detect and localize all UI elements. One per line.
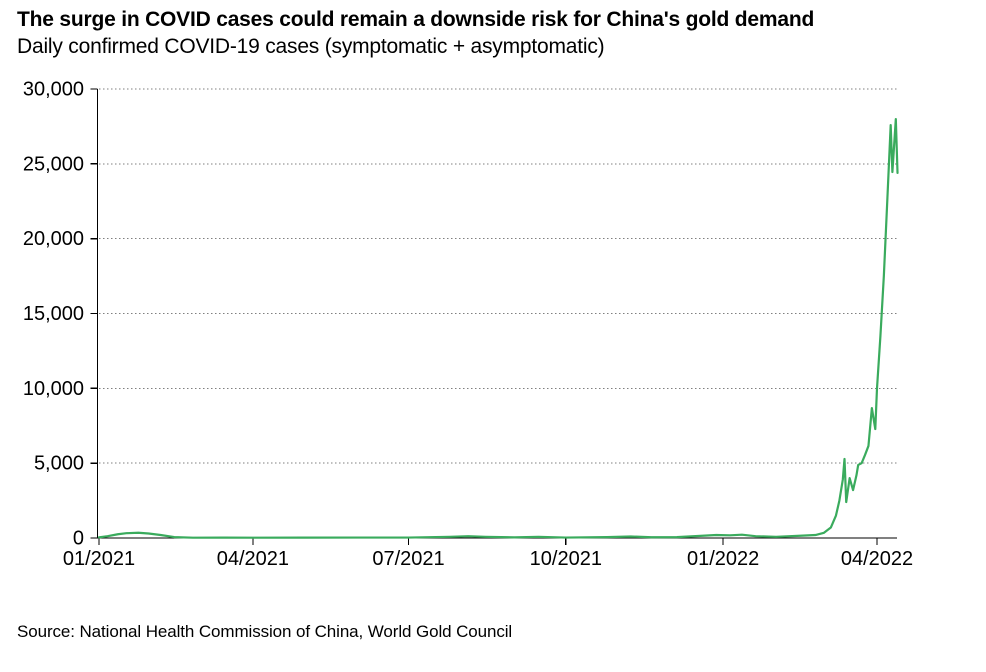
x-tick-label: 07/2021 [372,548,444,570]
line-chart: 0 5,000 10,000 15,000 20,000 25,000 30,000 01/2… [23,79,913,571]
chart-title: The surge in COVID cases could remain a … [17,8,815,31]
y-tick-label: 10,000 [23,378,84,400]
series-lines [97,117,899,539]
tick-labels: 0 5,000 10,000 15,000 20,000 25,000 30,000 01/2… [23,79,913,571]
gridlines [99,88,897,464]
source-note: Source: National Health Commission of Ch… [17,622,513,641]
x-tick-label: 04/2021 [217,548,289,570]
x-tick-label: 01/2022 [687,548,759,570]
axes [90,88,897,545]
x-tick-label: 04/2022 [841,548,913,570]
y-tick-label: 30,000 [23,79,84,101]
y-tick-label: 20,000 [23,228,84,250]
x-tick-label: 01/2021 [63,548,135,570]
y-tick-label: 15,000 [23,303,84,325]
y-tick-label: 5,000 [34,453,84,475]
covid-cases-line [97,117,899,539]
chart-subtitle: Daily confirmed COVID-19 cases (symptoma… [17,35,605,58]
y-tick-label: 0 [73,528,84,550]
y-tick-label: 25,000 [23,153,84,175]
x-tick-label: 10/2021 [530,548,602,570]
